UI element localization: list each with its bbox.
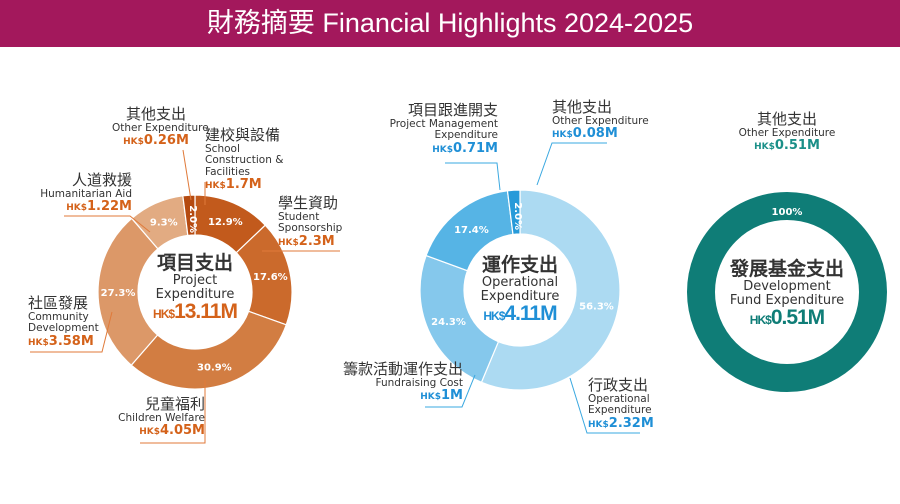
donut-slice [480, 189, 621, 391]
donut-slice [687, 192, 887, 392]
slice-percent-label: 27.3% [101, 288, 136, 299]
label-other-expenditure-project: 其他支出 Other Expenditure HK$0.26M [112, 105, 209, 149]
leader-line [445, 162, 501, 191]
leader-line [425, 374, 476, 408]
operational-expenditure-donut: 56.3% 24.3% 17.4% 2.0% [419, 189, 621, 391]
donut-slice [182, 194, 196, 237]
label-fundraising-cost: 籌款活動運作支出 Fundraising Cost HK$1M [342, 360, 463, 404]
development-fund-center: 發展基金支出 Development Fund Expenditure HK$0… [729, 258, 845, 330]
slice-percent-label: 2.0% [187, 205, 198, 233]
label-humanitarian-aid: 人道救援 Humanitarian Aid HK$1.22M [40, 171, 132, 215]
label-development-other: 其他支出 Other Expenditure HK$0.51M [738, 110, 836, 154]
slice-percent-label: 17.4% [454, 225, 489, 236]
leader-line [182, 149, 192, 201]
slice-percent-label: 9.3% [150, 218, 178, 229]
slice-percent-label: 2.0% [512, 202, 523, 230]
slice-percent-label: 100% [772, 207, 803, 218]
operational-expenditure-center: 運作支出 Operational Expenditure HK$4.11M [480, 254, 560, 326]
donut-slice [419, 254, 500, 384]
slice-percent-label: 17.6% [253, 272, 288, 283]
label-children-welfare: 兒童福利 Children Welfare HK$4.05M [118, 395, 205, 439]
page-title: 財務摘要 Financial Highlights 2024-2025 [0, 0, 900, 47]
slice-percent-label: 56.3% [579, 301, 614, 312]
label-community-development: 社區發展 Community Development HK$3.58M [28, 294, 99, 349]
label-other-expenditure-operational: 其他支出 Other Expenditure HK$0.08M [552, 98, 649, 142]
slice-percent-label: 30.9% [197, 363, 232, 374]
development-fund-donut: 100% [687, 192, 887, 392]
slice-percent-label: 24.3% [431, 317, 466, 328]
leader-line [64, 215, 151, 233]
project-expenditure-center: 項目支出 Project Expenditure HK$13.11M [153, 252, 238, 324]
label-student-sponsorship: 學生資助 Student Sponsorship HK$2.3M [278, 194, 343, 249]
donut-slice [130, 310, 288, 390]
label-project-management: 項目跟進開支 Project Management Expenditure HK… [389, 101, 498, 156]
label-school-construction: 建校與設備 School Construction & Facilities H… [205, 126, 284, 193]
leader-line [536, 142, 607, 186]
leader-line [30, 311, 113, 353]
project-expenditure-donut: 12.9% 17.6% 30.9% 27.3% 9.3% 2.0% [97, 194, 293, 390]
label-administration: 行政支出 Operational Expenditure HK$2.32M [588, 376, 654, 431]
slice-percent-label: 12.9% [208, 217, 243, 228]
leader-lines [30, 142, 640, 444]
leader-line [569, 377, 640, 434]
leader-line [140, 380, 206, 444]
donut-slice [97, 217, 159, 367]
donut-slice [506, 189, 521, 236]
